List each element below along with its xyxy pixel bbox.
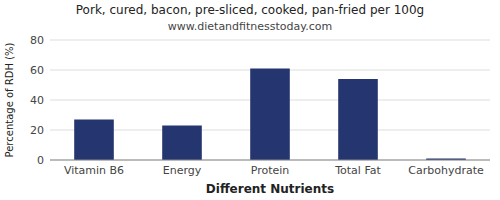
bar <box>162 126 202 161</box>
chart: Pork, cured, bacon, pre-sliced, cooked, … <box>0 0 500 200</box>
x-axis-label: Different Nutrients <box>206 182 334 196</box>
bar <box>74 120 114 161</box>
x-tick-label: Energy <box>163 164 202 177</box>
y-tick-label: 0 <box>37 154 44 167</box>
bars <box>74 69 466 161</box>
x-axis-line <box>50 160 490 161</box>
subtitle: www.dietandfitnesstoday.com <box>168 20 332 33</box>
title: Pork, cured, bacon, pre-sliced, cooked, … <box>76 3 424 17</box>
grid <box>50 40 490 160</box>
x-tick-label: Carbohydrate <box>408 164 484 177</box>
y-tick-label: 60 <box>30 64 44 77</box>
x-tick-label: Vitamin B6 <box>64 164 124 177</box>
y-axis-label: Percentage of RDH (%) <box>4 42 15 157</box>
grid-line <box>50 160 490 161</box>
y-tick-label: 80 <box>30 34 44 47</box>
bar <box>338 79 378 160</box>
chart-container: Pork, cured, bacon, pre-sliced, cooked, … <box>0 0 500 200</box>
y-tick-label: 20 <box>30 124 44 137</box>
x-tick-label: Total Fat <box>334 164 381 177</box>
y-tick-label: 40 <box>30 94 44 107</box>
grid-line <box>50 40 490 41</box>
bar <box>250 69 290 161</box>
x-tick-label: Protein <box>251 164 290 177</box>
page: {"chart_data": {"type": "bar", "title": … <box>0 0 500 200</box>
